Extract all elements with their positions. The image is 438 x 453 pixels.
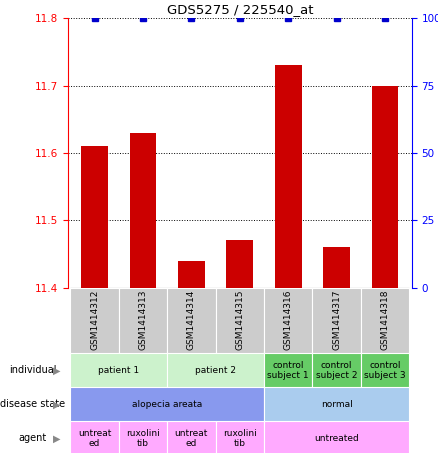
Text: ▶: ▶ [53, 365, 61, 376]
Bar [361, 353, 409, 387]
Bar [81, 146, 108, 288]
Text: control
subject 3: control subject 3 [364, 361, 406, 380]
Bar [119, 421, 167, 453]
Text: control
subject 1: control subject 1 [268, 361, 309, 380]
Bar [167, 353, 264, 387]
Bar [215, 288, 264, 353]
Text: ruxolini
tib: ruxolini tib [223, 429, 257, 448]
Bar [264, 288, 312, 353]
Bar [71, 353, 167, 387]
Text: individual: individual [9, 365, 57, 376]
Text: ruxolini
tib: ruxolini tib [126, 429, 160, 448]
Text: untreated: untreated [314, 434, 359, 443]
Text: GSM1414316: GSM1414316 [284, 289, 293, 350]
Bar [71, 288, 119, 353]
Bar [71, 421, 119, 453]
Bar [119, 288, 167, 353]
Bar [226, 241, 253, 288]
Bar [312, 288, 361, 353]
Bar [264, 387, 409, 421]
Bar [323, 247, 350, 288]
Bar [312, 353, 361, 387]
Text: GSM1414317: GSM1414317 [332, 289, 341, 350]
Text: GSM1414313: GSM1414313 [138, 289, 148, 350]
Title: GDS5275 / 225540_at: GDS5275 / 225540_at [166, 3, 313, 15]
Bar [178, 261, 205, 288]
Text: GSM1414318: GSM1414318 [381, 289, 389, 350]
Bar [275, 65, 301, 288]
Bar [130, 133, 156, 288]
Text: disease state: disease state [0, 399, 65, 410]
Text: patient 1: patient 1 [98, 366, 139, 375]
Bar [167, 421, 215, 453]
Text: GSM1414315: GSM1414315 [235, 289, 244, 350]
Bar [215, 421, 264, 453]
Text: control
subject 2: control subject 2 [316, 361, 357, 380]
Bar [264, 353, 312, 387]
Text: patient 2: patient 2 [195, 366, 236, 375]
Bar [71, 387, 264, 421]
Text: normal: normal [321, 400, 353, 409]
Bar [372, 86, 399, 288]
Text: GSM1414312: GSM1414312 [90, 289, 99, 350]
Text: GSM1414314: GSM1414314 [187, 289, 196, 350]
Text: untreat
ed: untreat ed [175, 429, 208, 448]
Text: alopecia areata: alopecia areata [132, 400, 202, 409]
Bar [264, 421, 409, 453]
Bar [361, 288, 409, 353]
Text: ▶: ▶ [53, 399, 61, 410]
Text: ▶: ▶ [53, 433, 61, 443]
Bar [167, 288, 215, 353]
Text: agent: agent [18, 433, 47, 443]
Text: untreat
ed: untreat ed [78, 429, 111, 448]
